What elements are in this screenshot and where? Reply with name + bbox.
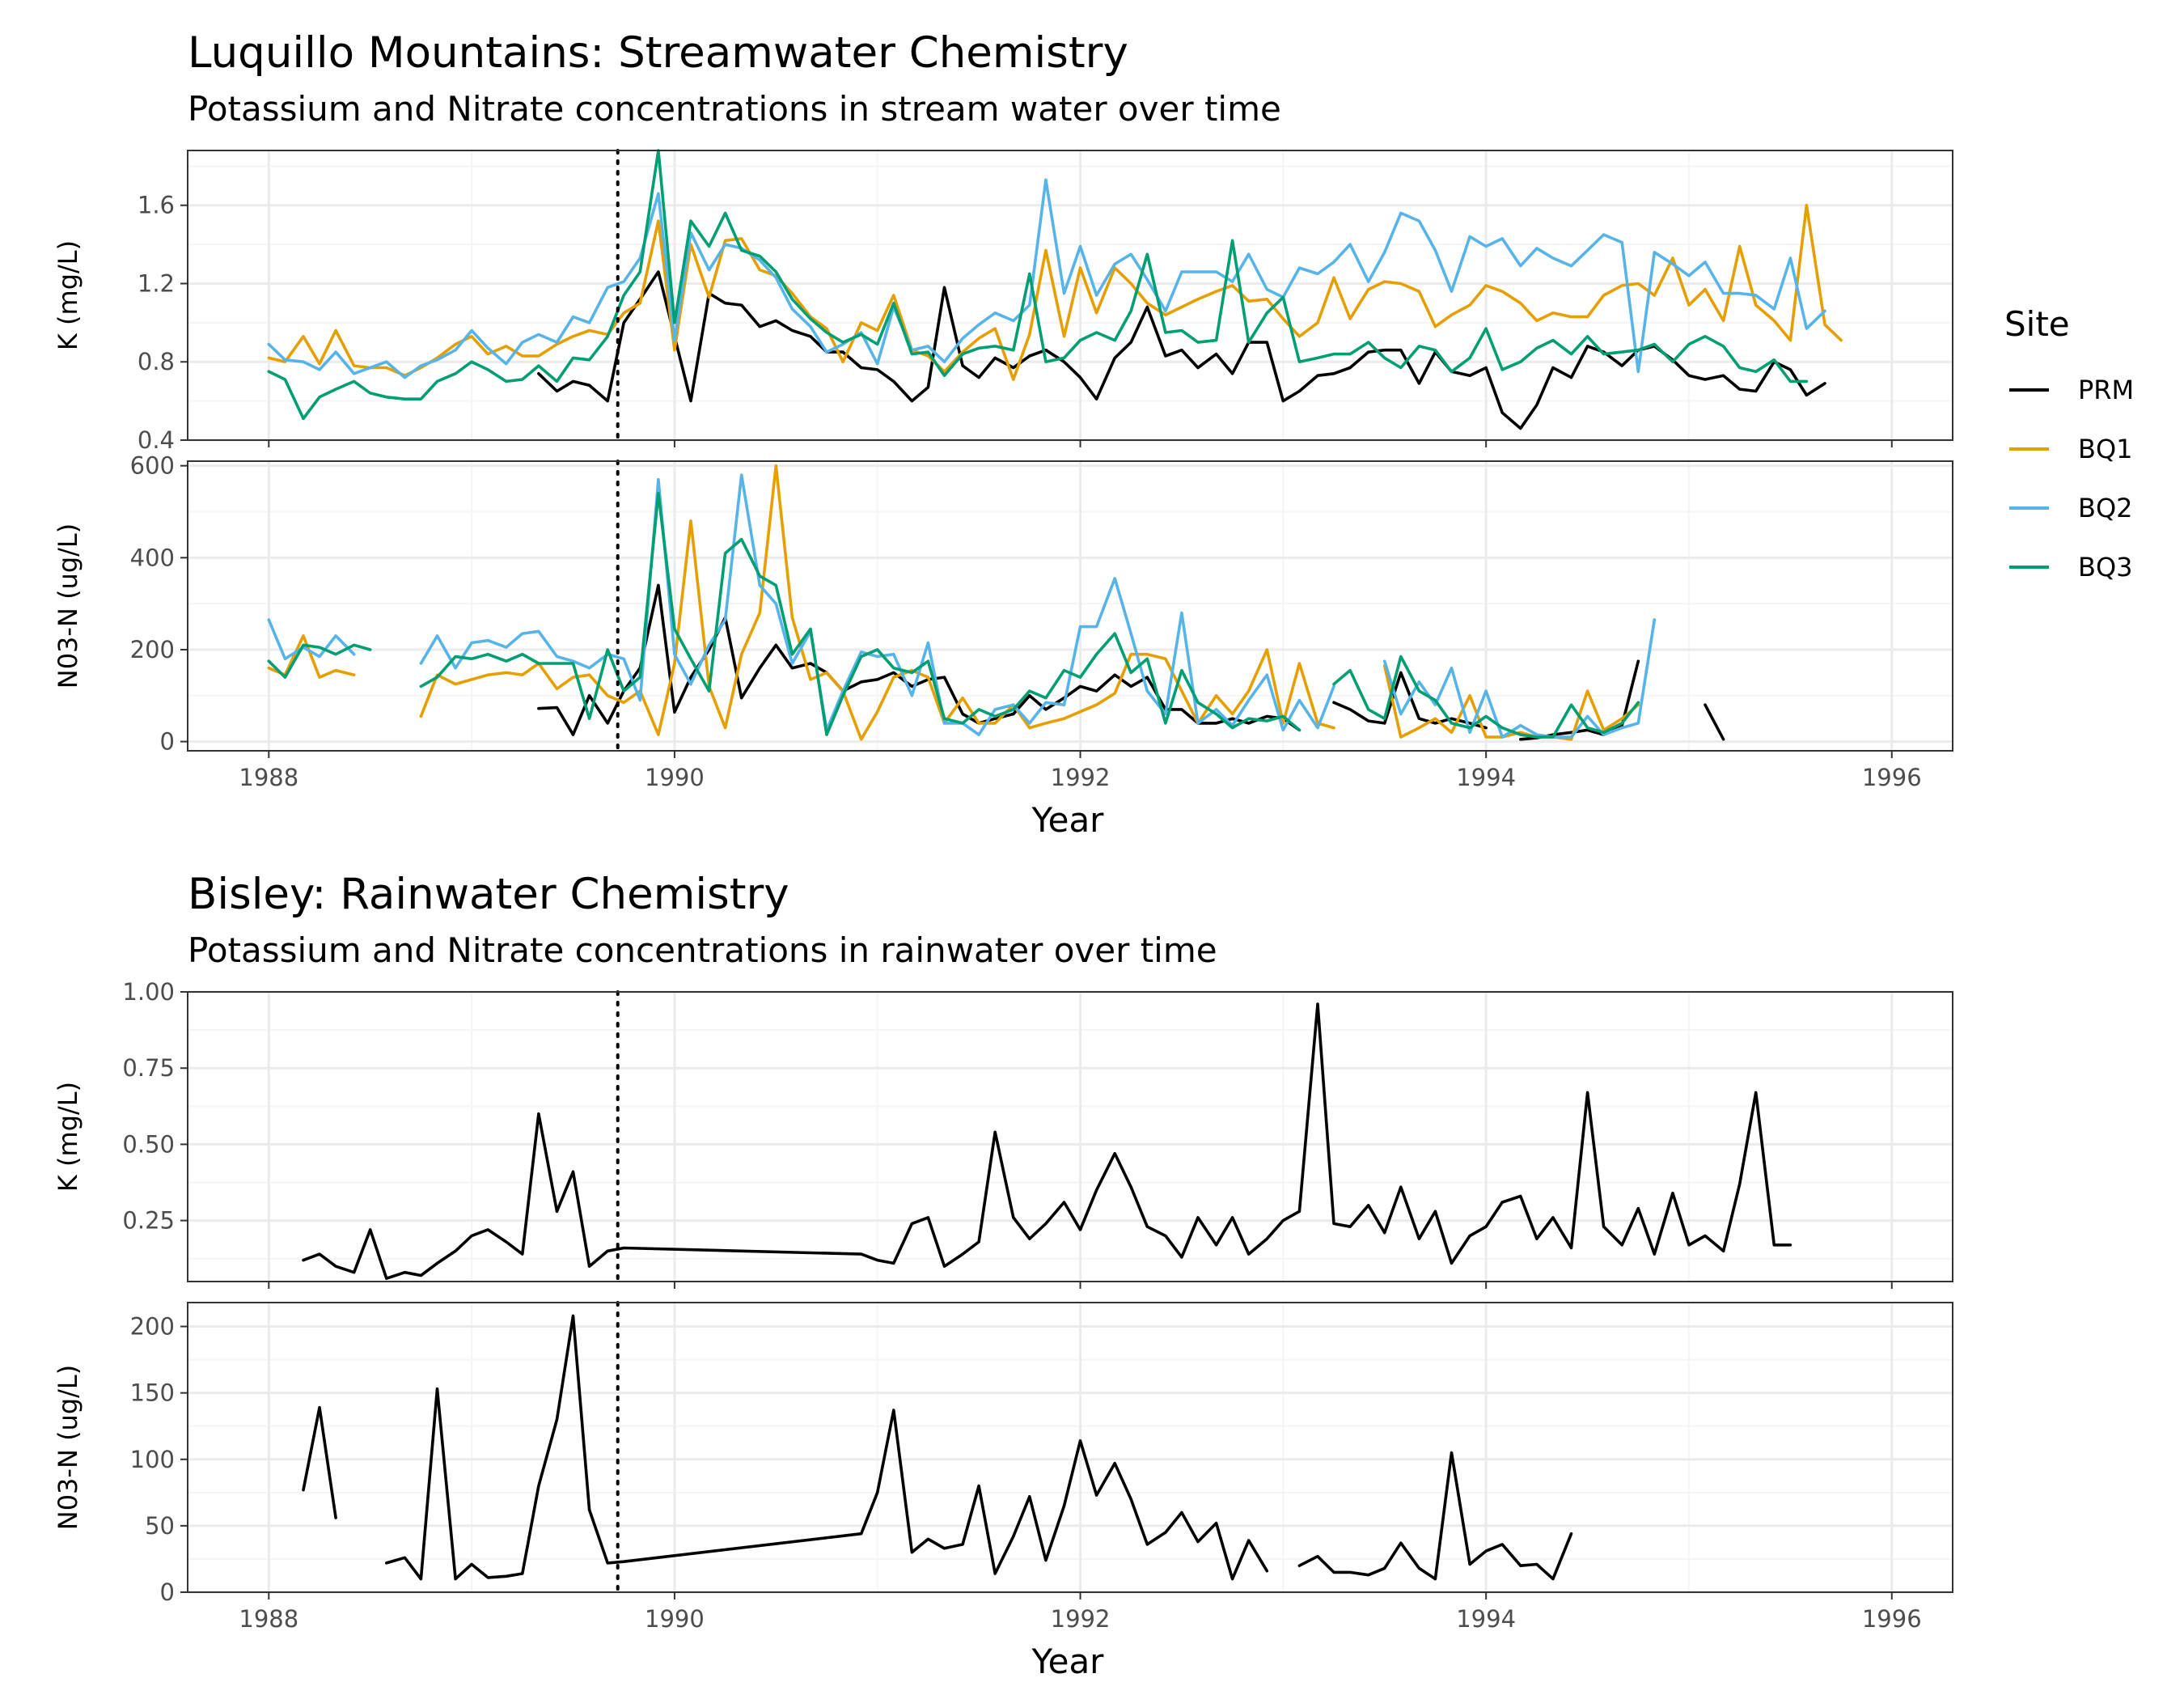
- stream-k-panel-border: [187, 150, 1953, 441]
- stream-nitrate-x-tick-label: 1994: [1456, 764, 1516, 791]
- stream-nitrate-y-tick-label: 400: [130, 544, 175, 571]
- rain-k-y-tick-label: 0.25: [122, 1207, 175, 1235]
- rain-nitrate-x-tick-label: 1996: [1862, 1605, 1922, 1633]
- rain-chart-subtitle: Potassium and Nitrate concentrations in …: [188, 930, 1217, 970]
- rain-k-y-tick-label: 0.75: [122, 1054, 175, 1082]
- stream-nitrate-y-axis-label: N03-N (ug/L): [53, 523, 83, 688]
- rain-nitrate-y-tick-label: 200: [130, 1313, 175, 1341]
- stream-nitrate-series-bq2: [267, 618, 356, 661]
- stream-nitrate-series-bq2: [419, 473, 1335, 736]
- stream-k-y-tick-label: 1.6: [138, 192, 175, 219]
- stream-nitrate-series-prm: [1704, 703, 1725, 741]
- legend-label-bq2: BQ2: [2078, 493, 2133, 523]
- rain-nitrate-y-tick-label: 150: [130, 1379, 175, 1407]
- rain-k-y-tick-label: 1.00: [122, 978, 175, 1006]
- stream-chart-title: Luquillo Mountains: Streamwater Chemistr…: [188, 28, 1128, 78]
- legend: Site PRM BQ1 BQ2 BQ3: [2004, 304, 2134, 583]
- rain-chart-title: Bisley: Rainwater Chemistry: [188, 870, 789, 919]
- stream-k-y-axis-label: K (mg/L): [53, 240, 83, 350]
- stream-nitrate-y-tick-label: 200: [130, 636, 175, 663]
- rain-x-axis-label: Year: [1031, 1642, 1105, 1681]
- stream-chart-subtitle: Potassium and Nitrate concentrations in …: [188, 89, 1281, 129]
- stream-nitrate-x-tick-label: 1992: [1051, 764, 1111, 791]
- stream-nitrate-panel-border: [187, 460, 1953, 752]
- stream-nitrate-series-bq1: [1382, 664, 1640, 741]
- stream-nitrate-y-tick-label: 0: [160, 728, 175, 756]
- stream-k-panel-bg: [188, 150, 1953, 440]
- stream-k-series-prm: [537, 270, 1826, 430]
- rain-nitrate-x-tick-label: 1992: [1051, 1605, 1111, 1633]
- stream-k-y-tick-label: 0.8: [138, 348, 175, 375]
- legend-label-prm: PRM: [2078, 375, 2134, 405]
- rain-nitrate-panel: 0 50 100 150 200 1988 1990 1992 1994 1996 N03-N (u…: [53, 1301, 1953, 1633]
- stream-k-series-bq1: [267, 203, 1843, 381]
- rain-k-panel: 0.25 0.50 0.75 1.00 K (mg/L): [53, 978, 1953, 1289]
- legend-items: PRM BQ1 BQ2 BQ3: [2009, 375, 2134, 583]
- stream-k-y-tick-label: 0.4: [138, 426, 175, 454]
- stream-k-panel: 0.4 0.8 1.2 1.6 K (mg/L): [53, 149, 1953, 454]
- stream-k-series-bq3: [267, 149, 1809, 421]
- rain-nitrate-y-tick-label: 100: [130, 1446, 175, 1473]
- stream-nitrate-series-bq1: [419, 464, 1335, 741]
- stream-k-series-bq2: [267, 178, 1826, 379]
- stream-nitrate-series-bq3: [419, 492, 1302, 736]
- rain-nitrate-y-axis-label: N03-N (ug/L): [53, 1365, 83, 1530]
- rain-nitrate-x-tick-label: 1994: [1456, 1605, 1516, 1633]
- legend-title: Site: [2004, 304, 2070, 344]
- stream-x-axis-label: Year: [1031, 800, 1105, 840]
- rain-nitrate-panel-border: [187, 1302, 1953, 1593]
- rain-nitrate-series-prm: [1297, 1451, 1573, 1581]
- stream-nitrate-x-tick-label: 1996: [1862, 764, 1922, 791]
- stream-nitrate-panel: 0 200 400 600 1988 1990 1992 1994 1996 N03-N (ug/…: [53, 452, 1953, 791]
- rain-k-panel-border: [187, 991, 1953, 1282]
- stream-nitrate-y-tick-label: 600: [130, 452, 175, 480]
- rain-k-y-axis-label: K (mg/L): [53, 1082, 83, 1192]
- legend-label-bq3: BQ3: [2078, 552, 2133, 583]
- rain-nitrate-series-prm: [302, 1405, 337, 1519]
- stream-nitrate-series-bq3: [267, 643, 372, 679]
- stream-nitrate-panel-bg: [188, 461, 1953, 751]
- stream-nitrate-series-prm: [537, 583, 1302, 736]
- rain-k-y-tick-label: 0.50: [122, 1130, 175, 1158]
- rain-nitrate-panel-bg: [188, 1303, 1953, 1592]
- legend-label-bq1: BQ1: [2078, 434, 2133, 464]
- stream-nitrate-x-tick-label: 1990: [645, 764, 705, 791]
- rain-nitrate-series-prm: [385, 1314, 1269, 1581]
- stream-nitrate-series-bq3: [1332, 655, 1640, 739]
- rain-nitrate-x-tick-label: 1990: [645, 1605, 705, 1633]
- rain-nitrate-x-tick-label: 1988: [239, 1605, 298, 1633]
- stream-nitrate-x-tick-label: 1988: [239, 764, 298, 791]
- rain-k-series-prm: [302, 1002, 1792, 1280]
- rain-nitrate-y-tick-label: 50: [145, 1512, 175, 1540]
- rain-nitrate-y-tick-label: 0: [160, 1578, 175, 1606]
- stream-k-y-tick-label: 1.2: [138, 269, 175, 297]
